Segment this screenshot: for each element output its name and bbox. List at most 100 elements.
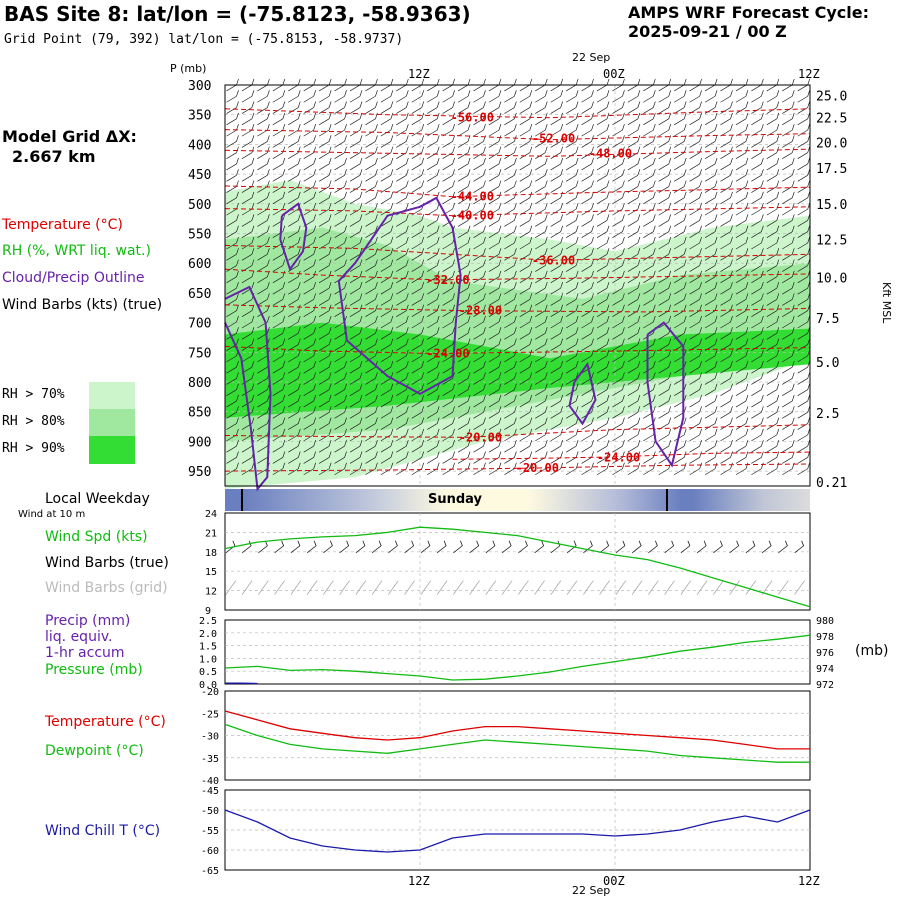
wind-barb — [257, 124, 270, 137]
wind-barb — [272, 135, 286, 148]
wind-barb — [349, 135, 363, 148]
pressure-tick-label: 900 — [188, 435, 211, 450]
wind-barb — [442, 417, 455, 430]
wind-barb-grid — [306, 580, 318, 595]
wind-barb — [797, 304, 811, 318]
wind-barb — [797, 124, 811, 137]
wind-barb — [226, 146, 239, 159]
wind-barb — [550, 157, 564, 171]
wind-barb — [720, 248, 733, 261]
wind-barb — [365, 428, 378, 442]
wind-barb — [535, 101, 548, 114]
wind-barb — [288, 440, 301, 453]
wind-barb — [488, 304, 502, 318]
wind-barb — [427, 135, 440, 148]
wind-barb — [334, 349, 347, 363]
wind-barb — [365, 417, 378, 430]
wind-barb — [380, 78, 394, 92]
wind-barb — [674, 180, 687, 193]
wind-barb — [488, 417, 502, 430]
wind-barb — [427, 440, 440, 453]
accum-legend: 1-hr accum — [45, 645, 125, 661]
wind-barb-grid — [241, 580, 253, 595]
wind-barb-grid — [485, 580, 497, 595]
wind-barb — [612, 225, 625, 239]
wind-barb-grid — [583, 580, 594, 595]
wind-barb — [658, 157, 672, 171]
wind-barb — [334, 169, 347, 182]
wind-barb — [720, 225, 733, 239]
wind-barb — [473, 90, 486, 103]
wind-barb — [427, 259, 440, 272]
wind-barb — [318, 90, 332, 103]
wind-barb-grid — [518, 580, 529, 595]
wind-barb — [612, 282, 625, 295]
wind-barb — [751, 372, 764, 385]
wind-barb — [457, 157, 471, 171]
wind-barb — [226, 451, 239, 464]
wind-barb — [751, 293, 764, 306]
wind-barb — [704, 406, 718, 419]
wind-barb — [689, 440, 702, 453]
wind-barb — [442, 428, 455, 442]
wind-barb — [766, 214, 780, 227]
wind-barb — [241, 406, 255, 419]
wind-barb — [704, 349, 718, 363]
wind-barb — [627, 315, 641, 329]
wind-barb — [782, 203, 795, 216]
wind-barb — [442, 282, 455, 295]
wind-barb — [565, 157, 579, 171]
wind-barb — [288, 135, 301, 148]
wind-barb — [473, 428, 486, 442]
wind-barb — [689, 135, 702, 148]
wind-barb — [349, 169, 363, 182]
wind-barb — [643, 124, 656, 137]
wind-barb — [519, 440, 533, 453]
wind-barb — [612, 327, 625, 340]
wind-barb — [658, 236, 672, 250]
wind-barb — [288, 372, 301, 385]
wind-barb — [257, 101, 270, 114]
wind-barb — [643, 90, 656, 103]
wind-barb-true — [761, 540, 772, 554]
wind-barb — [334, 462, 347, 476]
wind-barb — [488, 293, 502, 306]
wind-barb — [226, 259, 239, 272]
wind-barb — [318, 440, 332, 453]
wind-barb — [365, 282, 378, 295]
wind-barb — [257, 236, 270, 250]
pressure-tick-label: 750 — [188, 346, 211, 361]
wind-barb — [735, 78, 749, 92]
wind-barb — [782, 180, 795, 193]
wind-barb — [735, 428, 749, 442]
wind-barb — [535, 169, 548, 182]
wind-barb — [751, 112, 764, 126]
wind-barb — [349, 270, 363, 284]
wind-barb — [704, 124, 718, 137]
wind-barb — [535, 394, 548, 408]
wind-barb — [257, 248, 270, 261]
wind-barb — [226, 157, 239, 171]
wind-barb — [658, 225, 672, 239]
wind-barb — [457, 327, 471, 340]
wind-barb — [782, 304, 795, 318]
wind-barb — [272, 90, 286, 103]
rh70-swatch — [89, 382, 135, 409]
wind-barb — [535, 383, 548, 397]
wind-barb — [550, 315, 564, 329]
wind-barb-true — [436, 540, 447, 554]
wind-barb — [380, 338, 394, 351]
wind-barb — [550, 394, 564, 408]
wind-barb-true — [501, 540, 512, 554]
wind-barb — [565, 124, 579, 137]
wind-barb-true — [631, 540, 642, 554]
wind-barb-grid — [550, 580, 562, 595]
wind-barb — [535, 293, 548, 306]
wind-barb — [488, 383, 502, 397]
wind-barb — [689, 259, 702, 272]
time-tick-label: 00Z — [603, 67, 625, 81]
wind-barb — [766, 236, 780, 250]
forecast-cycle: 2025-09-21 / 00 Z — [628, 22, 787, 41]
wind-barb — [550, 101, 564, 114]
wind-barb — [704, 248, 718, 261]
